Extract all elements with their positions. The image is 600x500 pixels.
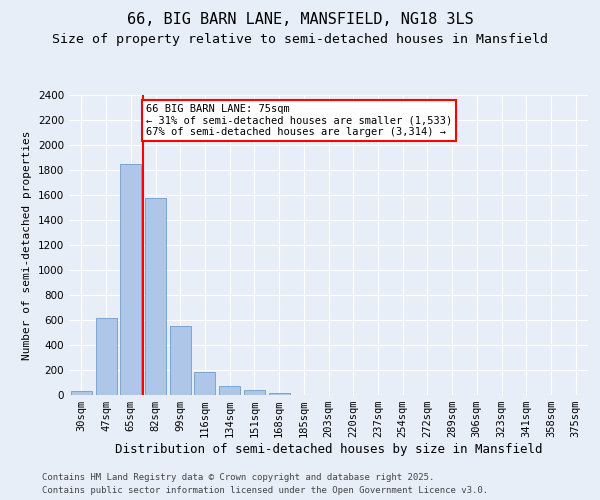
Text: Contains HM Land Registry data © Crown copyright and database right 2025.: Contains HM Land Registry data © Crown c… <box>42 472 434 482</box>
Text: Size of property relative to semi-detached houses in Mansfield: Size of property relative to semi-detach… <box>52 32 548 46</box>
Bar <box>71 390 92 395</box>
Text: Contains public sector information licensed under the Open Government Licence v3: Contains public sector information licen… <box>42 486 488 495</box>
Bar <box>219 386 240 395</box>
Bar <box>120 164 141 395</box>
Bar <box>244 390 265 395</box>
Y-axis label: Number of semi-detached properties: Number of semi-detached properties <box>22 130 32 360</box>
Text: 66 BIG BARN LANE: 75sqm
← 31% of semi-detached houses are smaller (1,533)
67% of: 66 BIG BARN LANE: 75sqm ← 31% of semi-de… <box>146 104 452 137</box>
Text: 66, BIG BARN LANE, MANSFIELD, NG18 3LS: 66, BIG BARN LANE, MANSFIELD, NG18 3LS <box>127 12 473 28</box>
Bar <box>95 318 116 395</box>
Bar <box>170 326 191 395</box>
Bar <box>145 198 166 395</box>
Bar <box>269 392 290 395</box>
Bar <box>194 372 215 395</box>
X-axis label: Distribution of semi-detached houses by size in Mansfield: Distribution of semi-detached houses by … <box>115 443 542 456</box>
